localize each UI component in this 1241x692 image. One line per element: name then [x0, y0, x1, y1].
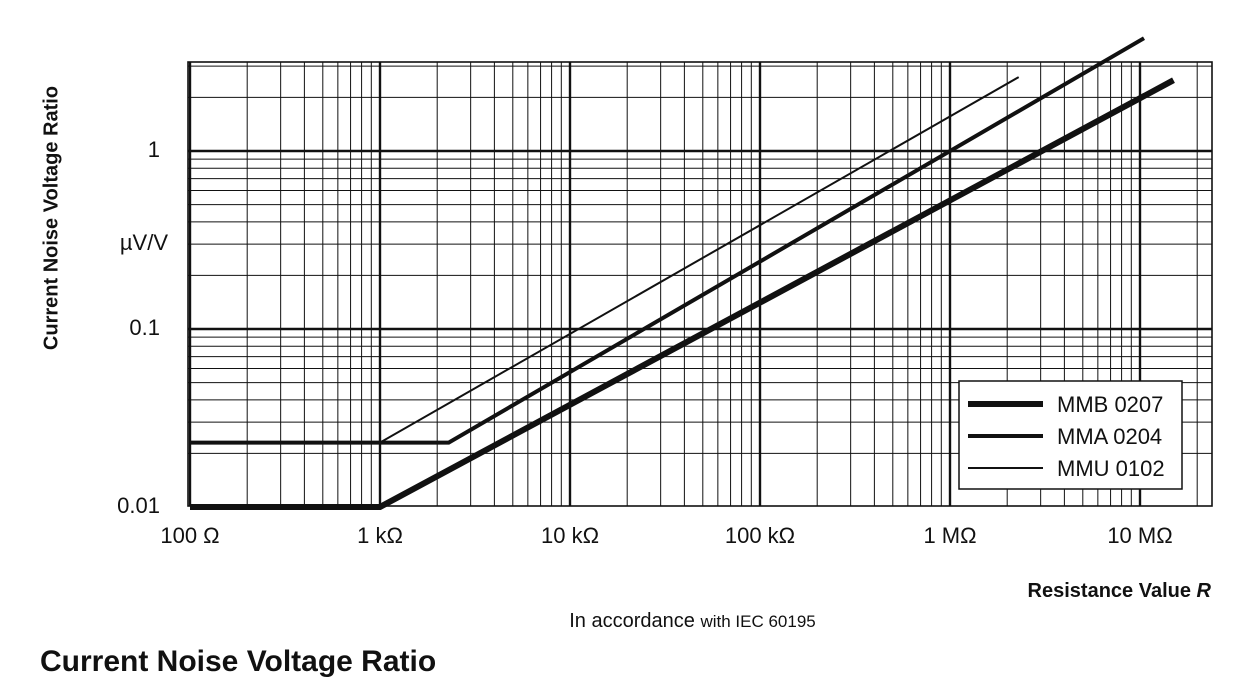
series-line-mma-0204: [190, 36, 1146, 445]
chart-title: Current Noise Voltage Ratio: [40, 645, 437, 678]
x-tick-label: 100 Ω: [160, 523, 220, 548]
x-tick-label: 10 MΩ: [1107, 523, 1173, 548]
x-tick-label: 10 kΩ: [540, 523, 600, 548]
x-tick-label: 1 MΩ: [923, 523, 977, 548]
plot-border: [187, 61, 1213, 507]
y-tick-label: 0.1: [129, 315, 160, 340]
y-tick-label: 1: [147, 137, 160, 162]
series-line-mmu-0102: [379, 76, 1020, 444]
note-small: with IEC 60195: [700, 612, 816, 631]
x-tick-label: 1 kΩ: [357, 523, 403, 548]
note-main: In accordance: [569, 610, 695, 632]
standard-note: In accordance with IEC 60195: [0, 610, 1241, 633]
x-axis-label: Resistance Value R: [1028, 580, 1211, 603]
legend-label: MMA 0204: [1057, 424, 1162, 449]
legend-label: MMB 0207: [1057, 392, 1163, 417]
legend-label: MMU 0102: [1057, 456, 1165, 481]
y-tick-label: 0.01: [117, 493, 160, 518]
x-axis-variable: R: [1196, 580, 1211, 602]
x-axis-label-text: Resistance Value: [1027, 580, 1191, 602]
x-tick-label: 100 kΩ: [724, 523, 796, 548]
series-line-mmb-0207: [190, 77, 1175, 510]
y-axis-label: Current Noise Voltage Ratio: [40, 85, 63, 351]
plot-frame: [187, 61, 1213, 507]
legend: MMB 0207 MMA 0204 MMU 0102: [958, 380, 1183, 490]
y-unit-label: µV/V: [119, 230, 168, 255]
series-lines: [190, 36, 1175, 510]
